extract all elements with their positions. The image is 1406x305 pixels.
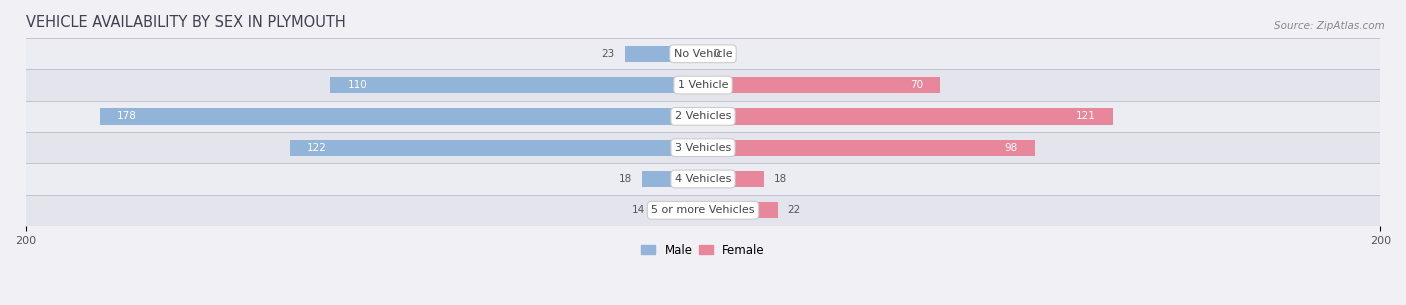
- Bar: [703, 108, 1114, 124]
- Text: No Vehicle: No Vehicle: [673, 49, 733, 59]
- Text: 70: 70: [910, 80, 924, 90]
- Text: 14: 14: [633, 205, 645, 215]
- Bar: [25, 70, 1381, 101]
- Text: 22: 22: [787, 205, 801, 215]
- Bar: [643, 171, 703, 187]
- Text: 121: 121: [1076, 111, 1095, 121]
- Legend: Male, Female: Male, Female: [637, 239, 769, 261]
- Text: 23: 23: [602, 49, 614, 59]
- Bar: [25, 38, 1381, 70]
- Text: 98: 98: [1005, 143, 1018, 153]
- Text: 5 or more Vehicles: 5 or more Vehicles: [651, 205, 755, 215]
- Bar: [703, 202, 778, 218]
- Text: 4 Vehicles: 4 Vehicles: [675, 174, 731, 184]
- Bar: [703, 77, 941, 93]
- Bar: [330, 77, 703, 93]
- Bar: [25, 195, 1381, 226]
- Text: 18: 18: [775, 174, 787, 184]
- Text: 18: 18: [619, 174, 631, 184]
- Text: 2 Vehicles: 2 Vehicles: [675, 111, 731, 121]
- Text: 3 Vehicles: 3 Vehicles: [675, 143, 731, 153]
- Text: Source: ZipAtlas.com: Source: ZipAtlas.com: [1274, 21, 1385, 31]
- Text: 110: 110: [347, 80, 367, 90]
- Bar: [703, 139, 1035, 156]
- Bar: [626, 46, 703, 62]
- Text: 1 Vehicle: 1 Vehicle: [678, 80, 728, 90]
- Text: 178: 178: [117, 111, 136, 121]
- Bar: [703, 171, 763, 187]
- Text: VEHICLE AVAILABILITY BY SEX IN PLYMOUTH: VEHICLE AVAILABILITY BY SEX IN PLYMOUTH: [25, 15, 346, 30]
- Bar: [25, 163, 1381, 195]
- Bar: [100, 108, 703, 124]
- Bar: [25, 101, 1381, 132]
- Text: 0: 0: [713, 49, 720, 59]
- Bar: [25, 132, 1381, 163]
- Bar: [290, 139, 703, 156]
- Text: 122: 122: [307, 143, 326, 153]
- Bar: [655, 202, 703, 218]
